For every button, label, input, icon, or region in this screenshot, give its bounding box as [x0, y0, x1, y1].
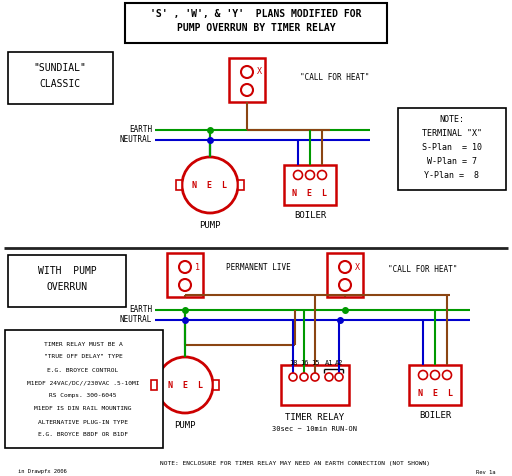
Text: 18: 18 — [289, 360, 297, 366]
Text: "CALL FOR HEAT": "CALL FOR HEAT" — [300, 73, 369, 82]
Text: PERMANENT LIVE: PERMANENT LIVE — [226, 264, 290, 272]
Circle shape — [179, 261, 191, 273]
Bar — [398, 108, 506, 190]
Bar — [238, 180, 244, 190]
Text: 1: 1 — [195, 262, 200, 271]
Text: NOTE:: NOTE: — [439, 116, 464, 125]
Text: BOILER: BOILER — [294, 210, 326, 219]
Circle shape — [442, 370, 452, 379]
Text: X: X — [354, 262, 359, 271]
Text: NEUTRAL: NEUTRAL — [120, 316, 152, 325]
Text: S-Plan  = 10: S-Plan = 10 — [422, 142, 482, 151]
Bar — [8, 255, 126, 307]
Text: WITH  PUMP: WITH PUMP — [37, 266, 96, 276]
Bar — [281, 365, 349, 405]
Text: TIMER RELAY: TIMER RELAY — [285, 413, 345, 422]
Text: W-Plan = 7: W-Plan = 7 — [427, 157, 477, 166]
Text: "CALL FOR HEAT": "CALL FOR HEAT" — [388, 266, 457, 275]
Circle shape — [179, 279, 191, 291]
Text: N  E  L: N E L — [167, 380, 203, 389]
Circle shape — [306, 170, 314, 179]
Text: in Drawpfx 2006: in Drawpfx 2006 — [18, 469, 67, 475]
Circle shape — [339, 279, 351, 291]
Circle shape — [241, 66, 253, 78]
Text: Y-Plan =  8: Y-Plan = 8 — [424, 170, 480, 179]
Text: NEUTRAL: NEUTRAL — [120, 136, 152, 145]
Text: PUMP: PUMP — [199, 220, 221, 229]
Text: EARTH: EARTH — [129, 126, 152, 135]
Circle shape — [339, 261, 351, 273]
Circle shape — [293, 170, 303, 179]
Bar — [284, 165, 336, 205]
Circle shape — [431, 370, 439, 379]
Text: 15: 15 — [311, 360, 319, 366]
Text: M1EDF IS DIN RAIL MOUNTING: M1EDF IS DIN RAIL MOUNTING — [34, 407, 132, 411]
Text: TERMINAL "X": TERMINAL "X" — [422, 129, 482, 138]
Circle shape — [418, 370, 428, 379]
Text: N  E  L: N E L — [417, 388, 453, 397]
Circle shape — [289, 373, 297, 381]
Bar — [5, 330, 163, 448]
Bar — [409, 365, 461, 405]
Bar — [213, 380, 219, 390]
Circle shape — [241, 84, 253, 96]
Text: M1EDF 24VAC/DC//230VAC .5-10MI: M1EDF 24VAC/DC//230VAC .5-10MI — [27, 380, 139, 386]
Circle shape — [157, 357, 213, 413]
Text: NOTE: ENCLOSURE FOR TIMER RELAY MAY NEED AN EARTH CONNECTION (NOT SHOWN): NOTE: ENCLOSURE FOR TIMER RELAY MAY NEED… — [160, 460, 430, 466]
Text: ALTERNATIVE PLUG-IN TYPE: ALTERNATIVE PLUG-IN TYPE — [38, 419, 128, 425]
Text: PUMP OVERRUN BY TIMER RELAY: PUMP OVERRUN BY TIMER RELAY — [177, 23, 335, 33]
Text: X: X — [257, 68, 262, 77]
Text: 'S' , 'W', & 'Y'  PLANS MODIFIED FOR: 'S' , 'W', & 'Y' PLANS MODIFIED FOR — [150, 9, 362, 19]
Text: TIMER RELAY MUST BE A: TIMER RELAY MUST BE A — [44, 341, 122, 347]
Circle shape — [325, 373, 333, 381]
Text: 30sec ~ 10min RUN-ON: 30sec ~ 10min RUN-ON — [272, 426, 357, 432]
Text: E.G. BROYCE CONTROL: E.G. BROYCE CONTROL — [48, 367, 119, 373]
Bar — [229, 58, 265, 102]
Circle shape — [317, 170, 327, 179]
Text: PUMP: PUMP — [174, 420, 196, 429]
Text: EARTH: EARTH — [129, 306, 152, 315]
Text: 16: 16 — [300, 360, 308, 366]
Circle shape — [300, 373, 308, 381]
Text: A1: A1 — [325, 360, 333, 366]
Text: OVERRUN: OVERRUN — [47, 282, 88, 292]
Text: E.G. BROYCE B8DF OR B1DF: E.G. BROYCE B8DF OR B1DF — [38, 433, 128, 437]
Text: A2: A2 — [335, 360, 343, 366]
Text: BOILER: BOILER — [419, 410, 451, 419]
Circle shape — [182, 157, 238, 213]
Bar — [125, 3, 387, 43]
Bar — [8, 52, 113, 104]
Text: RS Comps. 300-6045: RS Comps. 300-6045 — [49, 394, 117, 398]
Text: "SUNDIAL": "SUNDIAL" — [34, 63, 87, 73]
Text: N  E  L: N E L — [193, 180, 227, 189]
Text: CLASSIC: CLASSIC — [39, 79, 80, 89]
Bar — [167, 253, 203, 297]
Text: Rev 1a: Rev 1a — [476, 469, 495, 475]
Circle shape — [311, 373, 319, 381]
Text: N  E  L: N E L — [292, 188, 328, 198]
Bar — [327, 253, 363, 297]
Text: "TRUE OFF DELAY" TYPE: "TRUE OFF DELAY" TYPE — [44, 355, 122, 359]
Circle shape — [335, 373, 343, 381]
Bar — [151, 380, 157, 390]
Bar — [176, 180, 182, 190]
